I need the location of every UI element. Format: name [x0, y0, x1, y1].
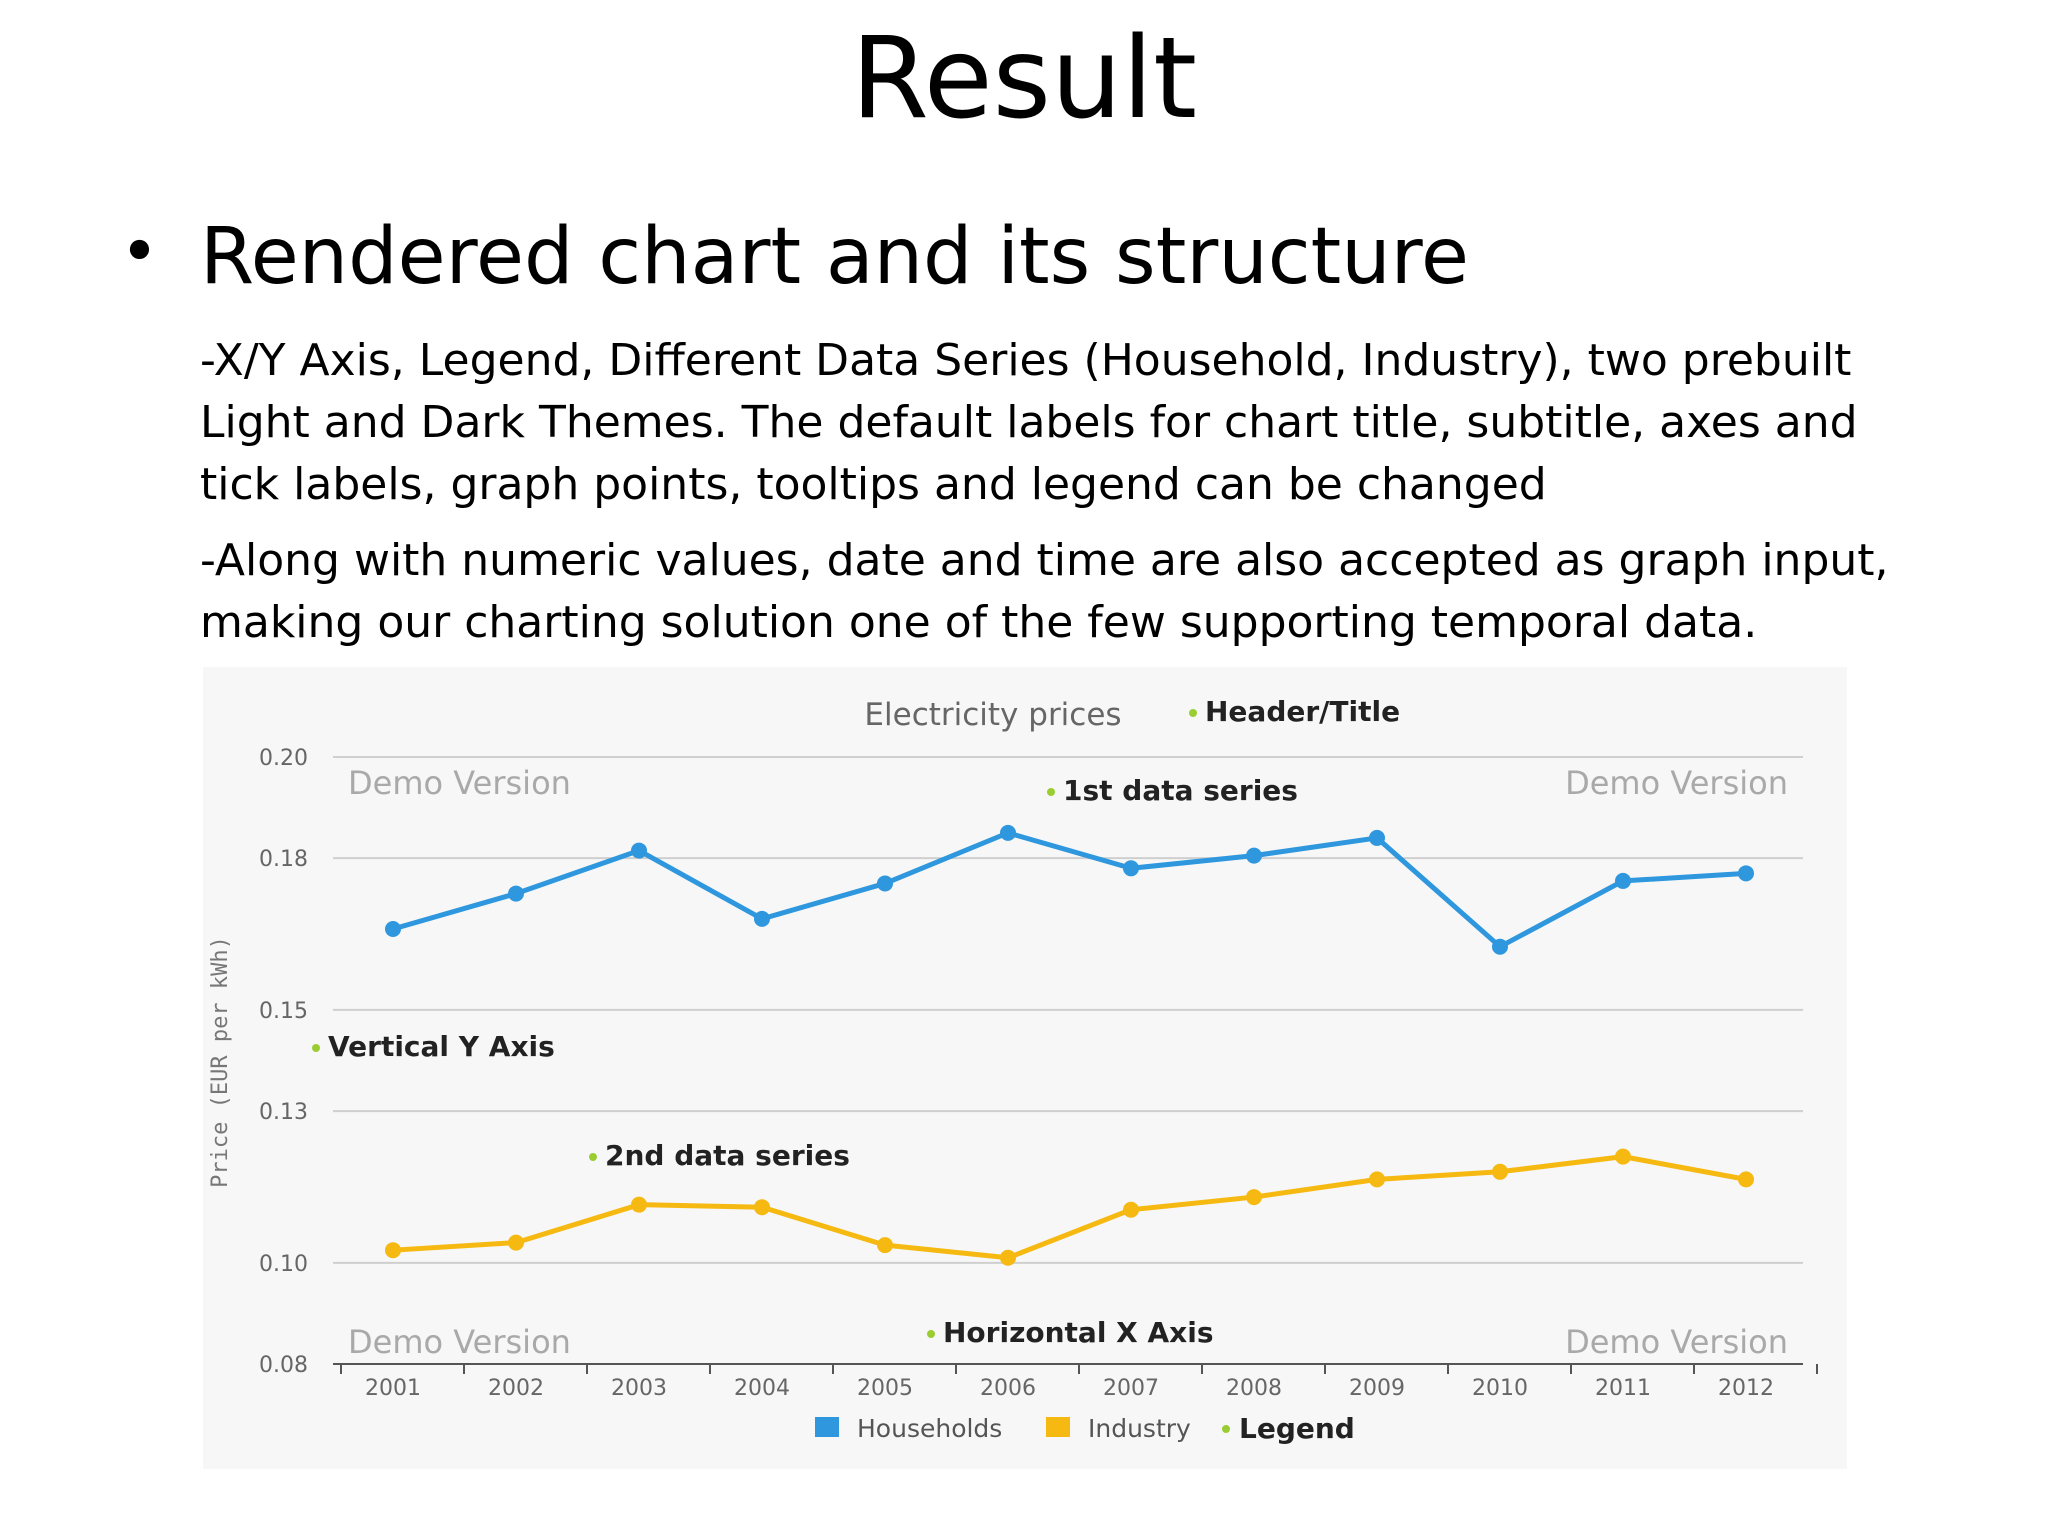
annotation-title: Header/Title	[1205, 695, 1400, 728]
series-line-industry	[392, 1154, 1747, 1261]
data-point-households[interactable]	[754, 910, 770, 927]
slide-title: Result	[850, 14, 1198, 144]
bullet-dot: •	[120, 213, 159, 290]
annotation-marker	[1047, 788, 1055, 796]
annotation-marker	[1222, 1425, 1230, 1433]
x-tick-label: 2005	[857, 1376, 913, 1401]
y-tick-labels: 0.20 0.18 0.15 0.13 0.10 0.08	[259, 746, 308, 1378]
annotation-marker	[927, 1330, 935, 1338]
y-tick-label: 0.20	[259, 746, 308, 771]
y-axis-label: Price (EUR per kWh)	[208, 936, 233, 1188]
description-paragraph-2: -Along with numeric values, date and tim…	[200, 535, 1889, 648]
series-line-households	[392, 830, 1747, 950]
annotation-yaxis: Vertical Y Axis	[328, 1030, 555, 1063]
x-tick-label: 2011	[1595, 1376, 1651, 1401]
data-point-households[interactable]	[877, 875, 893, 892]
y-tick-label: 0.13	[259, 1100, 308, 1125]
data-point-industry[interactable]	[1246, 1189, 1262, 1206]
y-tick-label: 0.18	[259, 847, 308, 872]
x-tick-label: 2006	[980, 1376, 1036, 1401]
data-point-households[interactable]	[385, 920, 401, 937]
x-tick-label: 2003	[611, 1376, 667, 1401]
data-point-industry[interactable]	[877, 1237, 893, 1254]
annotation-series2: 2nd data series	[605, 1139, 850, 1172]
data-point-industry[interactable]	[1738, 1171, 1754, 1188]
data-point-industry[interactable]	[1492, 1163, 1508, 1180]
x-tick-label: 2010	[1472, 1376, 1528, 1401]
annotation-series1: 1st data series	[1063, 774, 1298, 807]
data-point-industry[interactable]	[754, 1199, 770, 1216]
annotations: Header/Title 1st data series Vertical Y Ax…	[312, 695, 1400, 1349]
y-tick-label: 0.15	[259, 999, 308, 1024]
series-points	[385, 824, 1754, 1266]
annotation-marker	[589, 1153, 597, 1161]
annotation-marker	[1189, 709, 1197, 717]
data-point-households[interactable]	[508, 885, 524, 902]
data-point-households[interactable]	[1123, 860, 1139, 877]
annotation-marker	[312, 1044, 320, 1052]
x-axis: 2001 2002 2003 2004 2005 2006 2007 2008 2009 2010…	[333, 1363, 1818, 1401]
legend-label-households[interactable]: Households	[857, 1414, 1002, 1443]
legend-swatch-industry[interactable]	[1046, 1417, 1070, 1437]
data-point-industry[interactable]	[631, 1196, 647, 1213]
data-point-households[interactable]	[1246, 847, 1262, 864]
data-point-households[interactable]	[1615, 872, 1631, 889]
x-tick-label: 2001	[365, 1376, 421, 1401]
data-point-industry[interactable]	[1369, 1171, 1385, 1188]
chart-container: 0.20 0.18 0.15 0.13 0.10 0.08 2001 2002 2003 200…	[203, 667, 1847, 1469]
data-point-households[interactable]	[1738, 865, 1754, 882]
chart-svg: 0.200.180.150.130.100.08 2001 2002 2003 200…	[208, 695, 1818, 1445]
grid-lines	[333, 756, 1803, 1264]
legend-label-industry[interactable]: Industry	[1088, 1414, 1191, 1443]
data-point-industry[interactable]	[1123, 1201, 1139, 1218]
watermark-text: Demo Version	[348, 1323, 571, 1361]
annotation-legend: Legend	[1239, 1412, 1355, 1445]
bullet-heading: Rendered chart and its structure	[200, 212, 1470, 302]
annotation-xaxis: Horizontal X Axis	[943, 1316, 1214, 1349]
data-point-industry[interactable]	[1000, 1249, 1016, 1266]
data-point-households[interactable]	[1000, 824, 1016, 841]
x-tick-label: 2004	[734, 1376, 790, 1401]
x-tick-label: 2008	[1226, 1376, 1282, 1401]
watermark-text: Demo Version	[348, 764, 571, 802]
watermarks: Demo Version Demo Version Demo Version Demo…	[348, 764, 1788, 1361]
series-lines	[392, 830, 1747, 1261]
x-tick-label: 2009	[1349, 1376, 1405, 1401]
watermark-text: Demo Version	[1565, 1323, 1788, 1361]
data-point-households[interactable]	[1369, 829, 1385, 846]
x-tick-label: 2007	[1103, 1376, 1159, 1401]
watermark-text: Demo Version	[1565, 764, 1788, 802]
description-paragraph-1: -X/Y Axis, Legend, Different Data Series…	[200, 335, 1858, 510]
x-tick-label: 2012	[1718, 1376, 1774, 1401]
chart-title: Electricity prices	[864, 697, 1121, 733]
x-tick-label: 2002	[488, 1376, 544, 1401]
data-point-industry[interactable]	[508, 1234, 524, 1251]
data-point-households[interactable]	[631, 842, 647, 859]
y-tick-label: 0.08	[259, 1353, 308, 1378]
legend: Households Industry Legend	[815, 1412, 1355, 1445]
legend-swatch-households[interactable]	[815, 1417, 839, 1437]
data-point-industry[interactable]	[1615, 1148, 1631, 1165]
data-point-households[interactable]	[1492, 938, 1508, 955]
y-tick-label: 0.10	[259, 1252, 308, 1277]
data-point-industry[interactable]	[385, 1242, 401, 1259]
